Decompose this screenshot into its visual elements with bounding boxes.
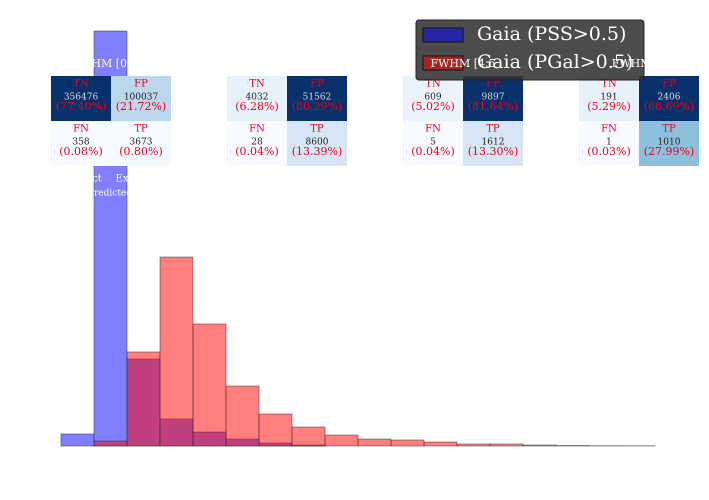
bar	[489, 443, 524, 447]
cell-count: 28	[251, 138, 263, 148]
bar	[258, 413, 293, 447]
cell-label: FP	[310, 79, 324, 90]
matrix-cell	[639, 121, 699, 166]
cell-percent: (13.39%)	[292, 145, 343, 158]
cell-percent: (0.04%)	[235, 145, 279, 158]
cell-percent: (0.08%)	[59, 145, 103, 158]
cell-label: TN	[425, 79, 441, 90]
matrix-cell	[579, 76, 639, 121]
cell-percent: (0.04%)	[411, 145, 455, 158]
cell-count: 5	[430, 138, 436, 148]
cell-count: 191	[600, 93, 617, 103]
legend-swatch	[422, 27, 464, 43]
cell-count: 4032	[246, 93, 269, 103]
matrix-cell	[463, 76, 523, 121]
cell-label: FN	[73, 124, 89, 135]
cell-label: TN	[73, 79, 89, 90]
matrix-cell	[403, 76, 463, 121]
legend-box	[415, 19, 645, 81]
cell-percent: (80.29%)	[292, 100, 343, 113]
matrix-cell	[111, 121, 171, 166]
cell-label: TP	[134, 124, 148, 135]
cell-percent: (0.80%)	[119, 145, 163, 158]
matrix-cell	[227, 76, 287, 121]
matrix-cell	[403, 121, 463, 166]
annotation: Ex	[116, 174, 129, 185]
bar	[192, 323, 227, 447]
matrix-cell	[51, 121, 111, 166]
bar	[126, 351, 161, 447]
cell-count: 100037	[124, 93, 159, 103]
cell-label: FN	[601, 124, 617, 135]
bar	[225, 385, 260, 447]
cell-count: 356476	[64, 93, 99, 103]
bar	[60, 433, 95, 447]
cell-count: 8600	[306, 138, 329, 148]
inset-title: HM [0,	[91, 57, 130, 70]
cell-percent: (5.29%)	[587, 100, 631, 113]
cell-label: FP	[662, 79, 676, 90]
cell-count: 51562	[303, 93, 332, 103]
bar	[522, 444, 557, 447]
bar	[390, 439, 425, 447]
annotation: ct	[92, 174, 102, 185]
cell-count: 1	[606, 138, 612, 148]
cell-percent: (66.69%)	[644, 100, 695, 113]
cell-count: 2406	[658, 93, 681, 103]
cell-label: FP	[134, 79, 148, 90]
legend-label: Gaia (PGal>0.5)	[477, 51, 633, 73]
cell-label: TN	[249, 79, 265, 90]
bar	[456, 443, 491, 447]
cell-label: FP	[486, 79, 500, 90]
bar	[291, 426, 326, 447]
cell-percent: (13.30%)	[468, 145, 519, 158]
cell-count: 1612	[482, 138, 505, 148]
cell-percent: (77.40%)	[56, 100, 107, 113]
matrix-cell	[639, 76, 699, 121]
cell-label: FN	[425, 124, 441, 135]
matrix-cell	[287, 76, 347, 121]
cell-count: 358	[72, 138, 89, 148]
bar	[357, 438, 392, 447]
cell-label: TP	[486, 124, 500, 135]
cell-count: 1010	[658, 138, 681, 148]
cell-count: 3673	[130, 138, 153, 148]
inset-title: FWHM [6	[612, 57, 667, 70]
cell-label: TN	[601, 79, 617, 90]
cell-label: FN	[249, 124, 265, 135]
cell-percent: (81.64%)	[468, 100, 519, 113]
bar	[324, 434, 359, 447]
bar	[159, 256, 194, 447]
annotation: Predicted	[88, 189, 132, 199]
cell-percent: (27.99%)	[644, 145, 695, 158]
cell-count: 9897	[482, 93, 505, 103]
legend-label: Gaia (PSS>0.5)	[477, 23, 626, 45]
matrix-cell	[51, 76, 111, 121]
bar	[555, 445, 590, 447]
bar	[423, 441, 458, 447]
cell-percent: (5.02%)	[411, 100, 455, 113]
cell-label: TP	[310, 124, 324, 135]
matrix-cell	[287, 121, 347, 166]
matrix-cell	[227, 121, 287, 166]
cell-percent: (21.72%)	[116, 100, 167, 113]
matrix-cell	[579, 121, 639, 166]
bar	[93, 440, 128, 447]
cell-percent: (0.03%)	[587, 145, 631, 158]
cell-percent: (6.28%)	[235, 100, 279, 113]
matrix-cell	[111, 76, 171, 121]
cell-label: TP	[662, 124, 676, 135]
cell-count: 609	[424, 93, 441, 103]
legend-swatch	[422, 55, 464, 71]
inset-title: FWHM [4.5	[430, 57, 495, 70]
matrix-cell	[463, 121, 523, 166]
